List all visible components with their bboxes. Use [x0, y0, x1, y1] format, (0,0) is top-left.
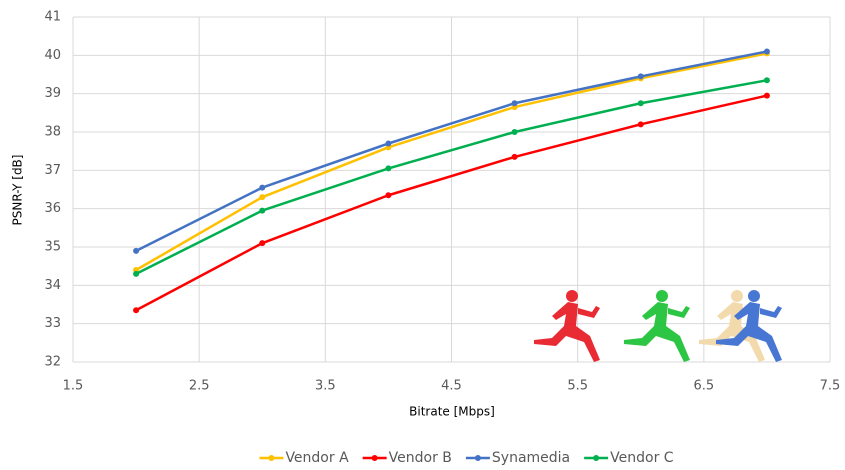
x-tick-label: 2.5 — [189, 379, 210, 394]
y-tick-label: 39 — [44, 86, 61, 101]
legend-label: Vendor C — [610, 450, 674, 466]
data-point — [133, 247, 140, 254]
x-tick-label: 6.5 — [693, 379, 714, 394]
legend-label: Vendor A — [285, 450, 349, 466]
legend-label: Vendor B — [389, 450, 452, 466]
data-point — [511, 153, 518, 160]
data-point — [385, 165, 392, 172]
y-tick-label: 35 — [44, 240, 61, 255]
x-tick-label: 7.5 — [820, 379, 841, 394]
legend-marker — [268, 455, 275, 461]
y-tick-label: 34 — [44, 278, 61, 293]
y-tick-label: 36 — [44, 201, 61, 216]
x-tick-label: 4.5 — [441, 379, 462, 394]
series-line — [135, 79, 768, 275]
legend-item: Vendor B — [362, 450, 452, 466]
data-point — [259, 240, 266, 247]
y-tick-label: 40 — [44, 48, 61, 63]
x-tick-label: 5.5 — [567, 379, 588, 394]
data-point — [637, 121, 644, 128]
data-point — [385, 140, 392, 147]
y-axis-title: PSNR-Y [dB] — [11, 155, 25, 226]
x-axis-title: Bitrate [Mbps] — [409, 405, 495, 419]
legend-marker — [371, 455, 378, 461]
grid — [72, 16, 831, 363]
data-point — [763, 77, 770, 84]
data-point — [637, 73, 644, 80]
data-point — [259, 207, 266, 214]
series-line — [135, 50, 768, 252]
legend-label: Synamedia — [492, 450, 570, 466]
data-point — [259, 194, 266, 201]
runner-icons — [534, 290, 782, 362]
legend-item: Vendor A — [259, 450, 349, 466]
y-tick-label: 37 — [44, 163, 61, 178]
x-tick-label: 3.5 — [315, 379, 336, 394]
data-point — [763, 92, 770, 99]
data-point — [385, 192, 392, 199]
data-point — [637, 100, 644, 107]
series-line — [135, 94, 768, 312]
y-tick-label: 38 — [44, 125, 61, 140]
x-tick-label: 1.5 — [63, 379, 84, 394]
data-point — [511, 129, 518, 135]
y-tick-label: 41 — [44, 10, 61, 25]
y-tick-label: 32 — [44, 355, 61, 370]
data-point — [511, 100, 518, 107]
y-tick-label: 33 — [44, 316, 61, 331]
legend-marker — [474, 455, 481, 461]
data-point — [763, 48, 770, 55]
series-line — [135, 52, 768, 272]
data-point — [133, 270, 140, 277]
legend-marker — [593, 455, 600, 461]
data-point — [133, 307, 140, 314]
legend-item: Vendor C — [584, 450, 674, 466]
legend-item: Synamedia — [465, 450, 570, 466]
data-point — [259, 184, 266, 191]
